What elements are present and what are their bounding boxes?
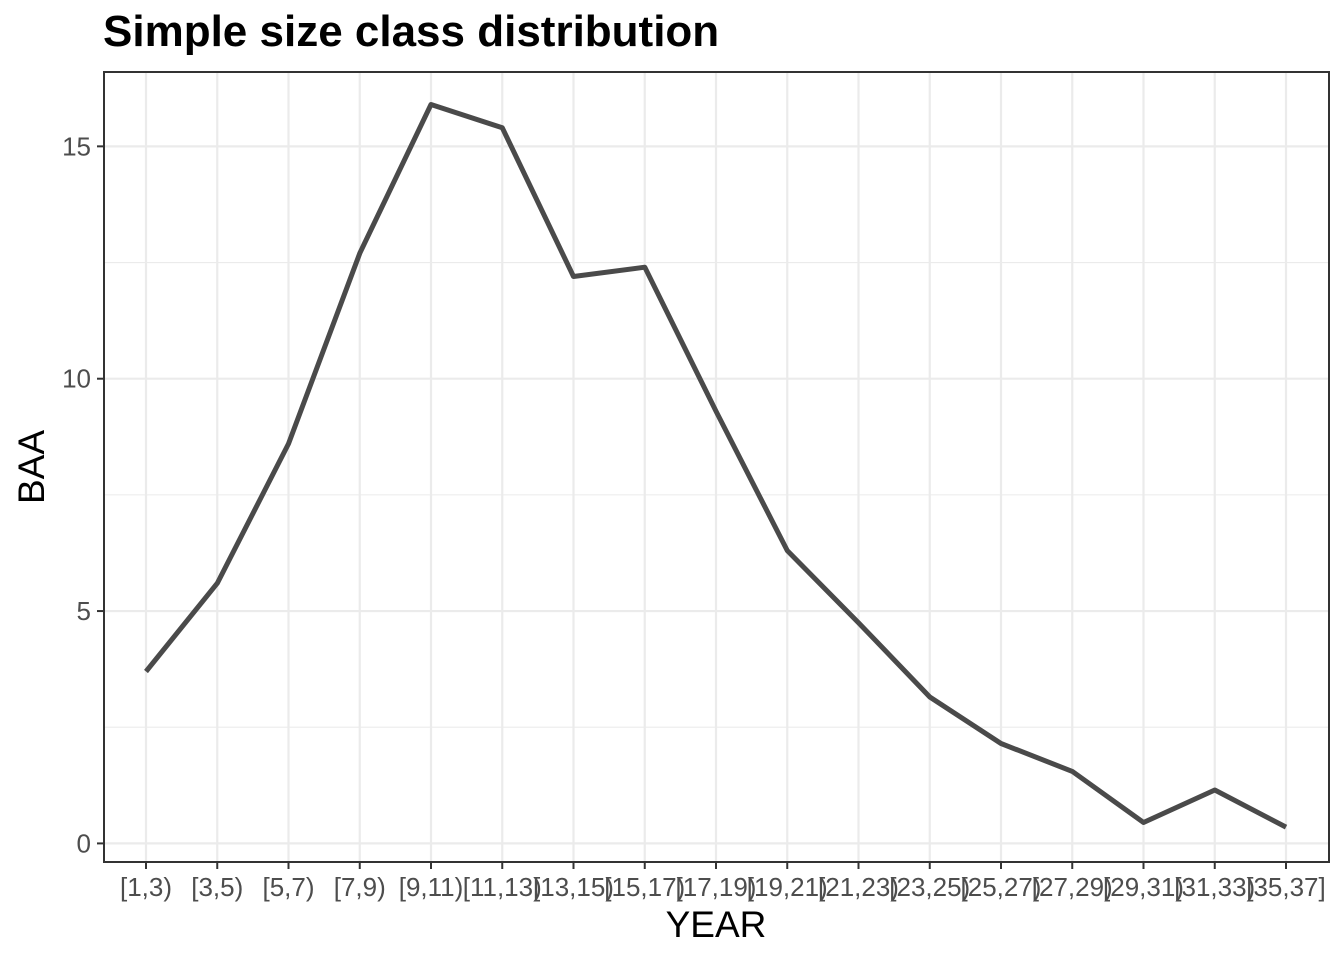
x-tick-label: [17,19) bbox=[676, 872, 757, 902]
y-axis-ticks: 0 5 10 15 bbox=[62, 131, 104, 858]
x-tick-label: [21,23) bbox=[818, 872, 899, 902]
y-tick-label: 15 bbox=[62, 131, 91, 161]
x-tick-label: [29,31) bbox=[1103, 872, 1184, 902]
x-tick-label: [3,5) bbox=[191, 872, 243, 902]
y-tick-label: 0 bbox=[77, 828, 91, 858]
chart-title: Simple size class distribution bbox=[103, 7, 719, 56]
x-tick-label: [13,15) bbox=[533, 872, 614, 902]
x-tick-label: [35,37] bbox=[1246, 872, 1326, 902]
x-tick-label: [31,33) bbox=[1174, 872, 1255, 902]
x-tick-label: [19,21) bbox=[747, 872, 828, 902]
x-tick-label: [11,13) bbox=[463, 872, 542, 902]
x-tick-label: [15,17) bbox=[604, 872, 685, 902]
data-series bbox=[144, 102, 1288, 830]
x-tick-label: [23,25) bbox=[889, 872, 970, 902]
x-tick-label: [9,11) bbox=[399, 872, 464, 902]
x-tick-label: [25,27) bbox=[961, 872, 1042, 902]
y-axis-title: BAA bbox=[11, 430, 52, 504]
series-line bbox=[144, 102, 1288, 830]
y-tick-label: 10 bbox=[62, 364, 91, 394]
x-tick-label: [7,9) bbox=[334, 872, 386, 902]
x-axis-title: YEAR bbox=[666, 904, 767, 945]
x-tick-label: [27,29) bbox=[1032, 872, 1113, 902]
grid bbox=[104, 72, 1329, 862]
x-tick-label: [1,3) bbox=[120, 872, 172, 902]
x-tick-label: [5,7) bbox=[262, 872, 314, 902]
y-tick-label: 5 bbox=[77, 596, 91, 626]
x-axis-ticks: [1,3) [3,5) [5,7) [7,9) [9,11) [11,13)[13,15)… bbox=[120, 862, 1326, 902]
